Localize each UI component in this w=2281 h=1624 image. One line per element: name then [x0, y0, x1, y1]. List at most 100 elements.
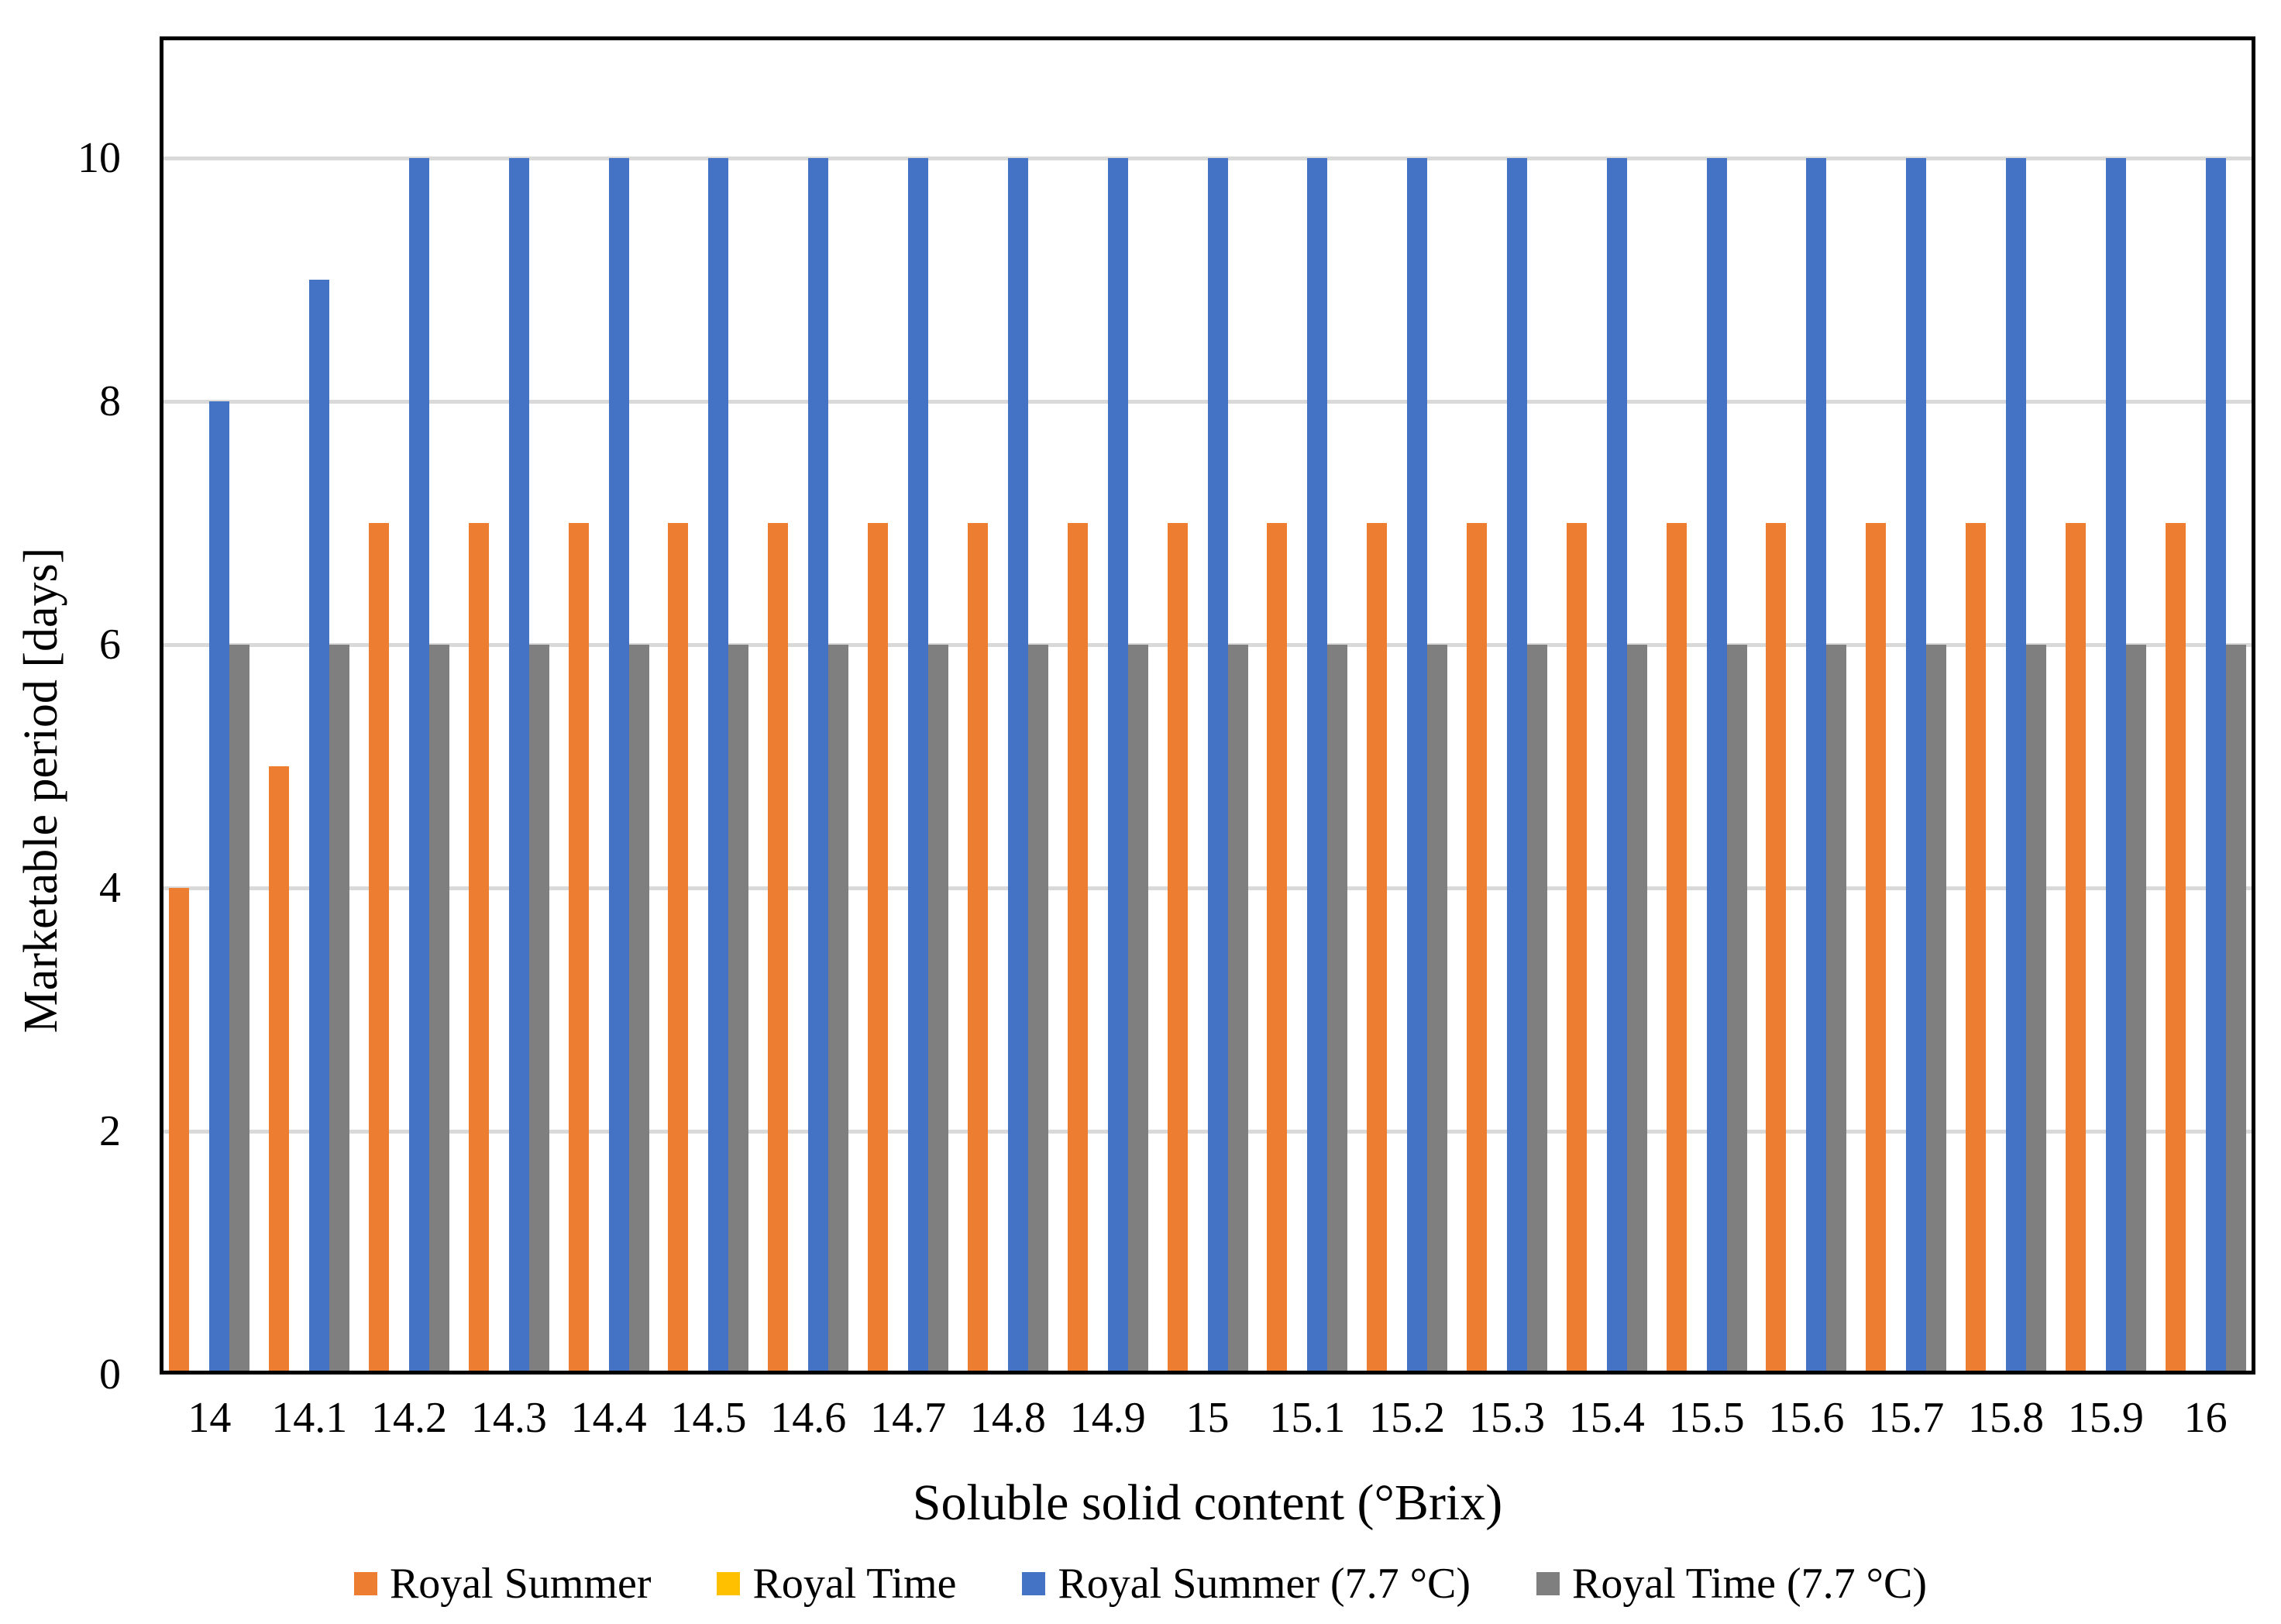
- bar: [1327, 645, 1348, 1375]
- bar: [608, 158, 629, 1375]
- bar: [1107, 158, 1128, 1375]
- bar: [329, 645, 350, 1375]
- bar: [2026, 645, 2047, 1375]
- bar: [928, 645, 949, 1375]
- bar: [269, 766, 290, 1375]
- x-tick-label: 15.7: [1868, 1394, 1945, 1442]
- bar-group: [1058, 36, 1158, 1375]
- bar: [1367, 523, 1388, 1375]
- legend-item: Royal Summer (7.7 °C): [1022, 1559, 1471, 1609]
- gridline: [160, 642, 2255, 647]
- x-tick-label: 15.1: [1269, 1394, 1346, 1442]
- x-tick-label: 14.3: [470, 1394, 547, 1442]
- legend-label: Royal Summer (7.7 °C): [1058, 1560, 1471, 1608]
- bar-group: [1357, 36, 1457, 1375]
- bar: [1526, 645, 1547, 1375]
- bar: [1427, 645, 1448, 1375]
- legend-swatch: [717, 1572, 741, 1595]
- bar: [868, 523, 889, 1375]
- y-tick-label: 8: [99, 377, 121, 425]
- y-tick-label: 4: [99, 864, 121, 912]
- x-axis-title: Soluble solid content (°Brix): [912, 1474, 1503, 1531]
- bar: [1826, 645, 1847, 1375]
- y-tick-label: 10: [77, 134, 121, 182]
- x-tick-label: 15: [1185, 1394, 1230, 1442]
- bar: [828, 645, 849, 1375]
- x-tick-label: 16: [2183, 1394, 2228, 1442]
- legend-item: Royal Time (7.7 °C): [1536, 1559, 1927, 1609]
- bar-group: [759, 36, 858, 1375]
- legend-label: Royal Summer: [389, 1560, 652, 1608]
- gridline: [160, 886, 2255, 890]
- bar: [1267, 523, 1288, 1375]
- bar: [1966, 523, 1987, 1375]
- x-tick-label: 14.2: [371, 1394, 448, 1442]
- x-tick-label: 15.5: [1668, 1394, 1745, 1442]
- bar: [2105, 158, 2126, 1375]
- bar: [1307, 158, 1328, 1375]
- bar-group: [559, 36, 659, 1375]
- bar-group: [1457, 36, 1557, 1375]
- plot-area: [160, 36, 2255, 1375]
- x-tick-label: 15.2: [1369, 1394, 1446, 1442]
- y-tick-label: 0: [99, 1350, 121, 1399]
- bar-group: [160, 36, 260, 1375]
- x-tick-label: 15.6: [1768, 1394, 1845, 1442]
- x-tick-label: 15.8: [1968, 1394, 2045, 1442]
- bar: [2225, 645, 2246, 1375]
- bar: [808, 158, 829, 1375]
- x-tick-label: 15.4: [1568, 1394, 1645, 1442]
- bar: [1127, 645, 1148, 1375]
- y-tick-label: 2: [99, 1107, 121, 1155]
- bar: [169, 888, 190, 1375]
- bar: [1626, 645, 1647, 1375]
- bar: [2165, 523, 2186, 1375]
- bar: [568, 523, 589, 1375]
- x-tick-label: 14.8: [969, 1394, 1046, 1442]
- y-tick-label: 6: [99, 621, 121, 669]
- bar-group: [2155, 36, 2255, 1375]
- bar-group: [958, 36, 1058, 1375]
- bar-group: [659, 36, 759, 1375]
- legend-item: Royal Time: [717, 1559, 956, 1609]
- bar: [309, 280, 330, 1375]
- bar: [468, 523, 489, 1375]
- x-tick-label: 15.3: [1468, 1394, 1545, 1442]
- bar: [1906, 158, 1927, 1375]
- bar-group: [360, 36, 459, 1375]
- bar: [908, 158, 929, 1375]
- x-tick-label: 14.1: [271, 1394, 348, 1442]
- bar-group: [1756, 36, 1856, 1375]
- legend-swatch: [1022, 1572, 1046, 1595]
- bar: [1706, 158, 1727, 1375]
- bar: [2065, 523, 2086, 1375]
- x-axis-ticks: 14 14.1 14.2 14.3 14.4 14.5 14.6 14.7 14.8 14.9 15…: [160, 1391, 2255, 1445]
- x-tick-label: 14.9: [1069, 1394, 1146, 1442]
- legend-label: Royal Time: [752, 1560, 957, 1608]
- legend-swatch: [353, 1572, 377, 1595]
- bar-group: [2056, 36, 2155, 1375]
- bar: [2006, 158, 2027, 1375]
- bar: [1466, 523, 1487, 1375]
- bar: [2125, 645, 2146, 1375]
- bar: [1666, 523, 1687, 1375]
- legend-item: Royal Summer: [353, 1559, 652, 1609]
- bar: [429, 645, 450, 1375]
- x-tick-label: 14.4: [570, 1394, 647, 1442]
- bar-group: [858, 36, 958, 1375]
- bar: [508, 158, 529, 1375]
- bar: [1606, 158, 1627, 1375]
- bar: [1407, 158, 1428, 1375]
- bar-group: [1257, 36, 1357, 1375]
- bar: [2205, 158, 2226, 1375]
- x-tick-label: 15.9: [2067, 1394, 2144, 1442]
- bar: [728, 645, 749, 1375]
- bars-layer: [160, 36, 2255, 1375]
- bar: [1007, 158, 1028, 1375]
- bar: [1766, 523, 1787, 1375]
- bar: [1207, 158, 1228, 1375]
- bar: [1167, 523, 1188, 1375]
- bar: [1566, 523, 1587, 1375]
- bar: [1227, 645, 1248, 1375]
